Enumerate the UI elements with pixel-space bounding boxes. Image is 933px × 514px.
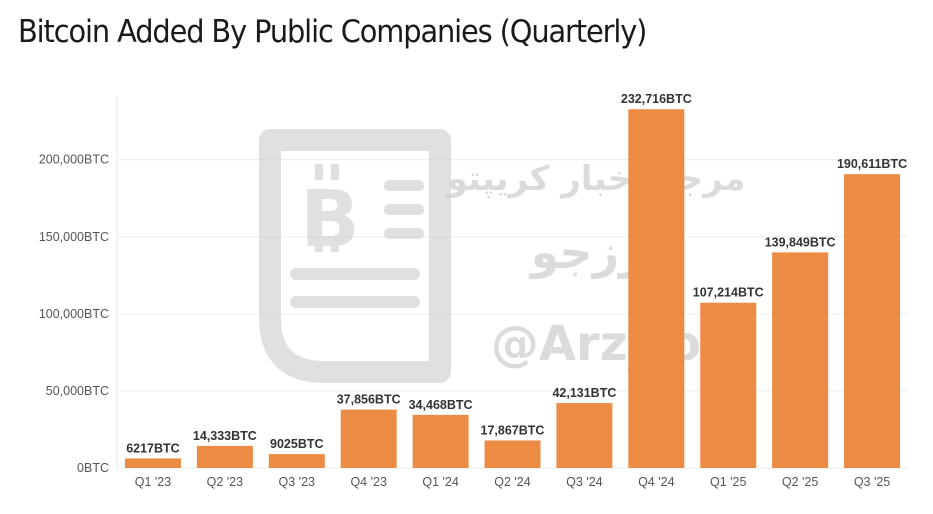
x-tick-label: Q4 '23 bbox=[350, 475, 386, 489]
data-labels: 6217BTC 14,333BTC 9025BTC 37,856BTC 34,468BT… bbox=[126, 92, 907, 455]
data-label: 9025BTC bbox=[270, 437, 324, 451]
data-label: 37,856BTC bbox=[337, 393, 401, 407]
bar bbox=[772, 252, 829, 468]
y-tick-label: 100,000BTC bbox=[39, 307, 109, 321]
x-tick-label: Q1 '25 bbox=[710, 475, 746, 489]
data-label: 107,214BTC bbox=[693, 286, 764, 300]
x-axis: Q1 '23 Q2 '23 Q3 '23 Q4 '23 Q1 '24 Q2 '24 Q3 '… bbox=[135, 475, 891, 489]
data-label: 139,849BTC bbox=[765, 235, 836, 249]
bars bbox=[124, 109, 901, 469]
y-tick-label: 0BTC bbox=[77, 461, 109, 475]
x-tick-label: Q1 '23 bbox=[135, 475, 171, 489]
y-tick-label: 200,000BTC bbox=[39, 153, 109, 167]
y-tick-label: 150,000BTC bbox=[39, 230, 109, 244]
bar bbox=[484, 440, 541, 468]
data-label: 34,468BTC bbox=[409, 398, 473, 412]
bar bbox=[628, 109, 685, 469]
x-tick-label: Q2 '23 bbox=[207, 475, 243, 489]
data-label: 17,867BTC bbox=[481, 423, 545, 437]
data-label: 14,333BTC bbox=[193, 429, 257, 443]
y-axis: 0BTC 50,000BTC 100,000BTC 150,000BTC 200,000… bbox=[39, 153, 109, 475]
bar bbox=[700, 302, 757, 468]
watermark-line1: مرجع اخبار کریپتو bbox=[445, 159, 746, 199]
bar bbox=[556, 403, 613, 468]
chart-title: Bitcoin Added By Public Companies (Quart… bbox=[18, 14, 647, 50]
x-tick-label: Q2 '24 bbox=[494, 475, 530, 489]
watermark: B مرجع اخبار کریپتو ارزجو @Arz_jo bbox=[259, 129, 746, 383]
bar bbox=[196, 445, 253, 468]
bar bbox=[340, 409, 397, 468]
bar bbox=[844, 174, 901, 469]
x-tick-label: Q1 '24 bbox=[422, 475, 458, 489]
y-tick-label: 50,000BTC bbox=[46, 384, 109, 398]
x-tick-label: Q2 '25 bbox=[782, 475, 818, 489]
x-tick-label: Q3 '24 bbox=[566, 475, 602, 489]
bar bbox=[124, 458, 181, 468]
watermark-logo: B bbox=[259, 129, 451, 383]
x-tick-label: Q4 '24 bbox=[638, 475, 674, 489]
x-tick-label: Q3 '23 bbox=[279, 475, 315, 489]
data-label: 190,611BTC bbox=[837, 157, 907, 171]
data-label: 232,716BTC bbox=[621, 92, 692, 106]
svg-text:B: B bbox=[300, 175, 359, 265]
data-label: 42,131BTC bbox=[552, 386, 616, 400]
data-label: 6217BTC bbox=[126, 441, 180, 455]
bar bbox=[412, 414, 469, 468]
x-tick-label: Q3 '25 bbox=[854, 475, 890, 489]
bar bbox=[268, 454, 325, 468]
